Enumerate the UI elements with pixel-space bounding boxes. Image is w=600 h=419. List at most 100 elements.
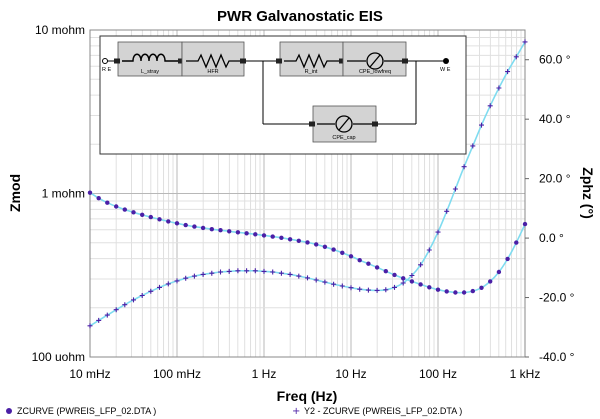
- zmod-data-point: [340, 250, 345, 255]
- zphz-data-point: [313, 277, 319, 283]
- working-electrode-node: [443, 58, 449, 64]
- working-electrode-label: W E: [440, 67, 451, 73]
- zmod-data-point: [279, 235, 284, 240]
- zphz-data-point: [278, 270, 284, 276]
- zmod-data-point: [453, 290, 458, 295]
- zmod-data-point: [314, 242, 319, 247]
- zmod-data-point: [348, 254, 354, 259]
- zphz-data-point: [522, 39, 528, 45]
- zphz-data-point: [331, 281, 337, 287]
- y-left-axis-label: Zmod: [7, 174, 23, 212]
- resistor-r-int: [279, 41, 344, 77]
- zphz-data-point: [487, 103, 493, 109]
- zmod-data-point: [235, 230, 241, 235]
- zphz-data-point: [479, 122, 484, 128]
- zphz-data-point: [235, 268, 241, 274]
- zmod-data-point: [331, 247, 336, 252]
- x-tick-label: 1 kHz: [510, 367, 541, 381]
- zmod-data-point: [505, 256, 510, 262]
- zphz-data-point: [470, 143, 476, 149]
- zphz-data-point: [513, 54, 519, 60]
- legend-entry-y2-zcurve: Y2 - ZCURVE (PWREIS_LFP_02.DTA ): [304, 406, 462, 416]
- legend-marker-circle: [6, 408, 12, 414]
- zmod-data-point: [253, 232, 258, 237]
- zphz-data-point: [409, 273, 415, 278]
- x-tick-label: 100 mHz: [153, 367, 201, 381]
- zphz-data-point: [148, 288, 154, 294]
- zmod-data-point: [514, 240, 519, 245]
- axis-ticks: 10 mHz 100 mHz 1 Hz 10 Hz 100 Hz 1 kHz 100 uoh…: [32, 23, 575, 381]
- x-tick-label: 1 Hz: [252, 367, 277, 381]
- l-stray-label: L_stray: [141, 69, 159, 75]
- zmod-data-point: [357, 258, 362, 263]
- zmod-data-point: [261, 233, 267, 238]
- reference-electrode-node: [102, 58, 108, 64]
- zmod-data-point: [140, 212, 145, 217]
- data-markers: [87, 39, 528, 329]
- reference-electrode-label: R E: [102, 67, 112, 73]
- equivalent-circuit-diagram: R E W E L_stray HFR R_int CPE_lowfreq: [99, 35, 467, 155]
- x-tick-label: 100 Hz: [419, 367, 457, 381]
- y-left-tick-label: 100 uohm: [32, 350, 85, 364]
- inductor-icon: [122, 53, 178, 62]
- x-tick-label: 10 mHz: [69, 367, 110, 381]
- zphz-data-point: [435, 229, 441, 235]
- y-right-tick-label: 20.0 °: [539, 172, 571, 186]
- zmod-data-point: [522, 221, 528, 227]
- zphz-data-point: [174, 278, 180, 284]
- legend-marker-plus: +: [292, 406, 300, 417]
- zphz-data-point: [165, 281, 171, 287]
- cpe-lowfreq-label: CPE_lowfreq: [359, 69, 391, 75]
- zmod-data-point: [427, 285, 432, 290]
- zmod-data-point: [218, 228, 223, 233]
- zphz-data-point: [200, 271, 206, 277]
- zphz-data-point: [348, 285, 354, 291]
- zphz-data-point: [244, 268, 250, 274]
- zmod-data-point: [366, 261, 371, 266]
- cpe-icon: [366, 52, 384, 70]
- zphz-data-point: [339, 283, 345, 289]
- zmod-data-point: [174, 221, 180, 226]
- zmod-data-point: [488, 279, 493, 284]
- zphz-data-point: [444, 208, 450, 214]
- zmod-data-point: [322, 244, 328, 249]
- zphz-data-point: [104, 312, 110, 318]
- zmod-data-point: [470, 288, 475, 294]
- zphz-data-point: [418, 262, 424, 268]
- zphz-data-point: [400, 280, 406, 286]
- r-int-label: R_int: [305, 69, 318, 75]
- zmod-data-point: [122, 207, 128, 212]
- zmod-data-point: [105, 200, 110, 205]
- zphz-data-point: [261, 268, 267, 274]
- zmod-data-point: [96, 196, 101, 201]
- zmod-data-point: [383, 269, 388, 274]
- zphz-data-point: [383, 287, 389, 293]
- zmod-data-point: [287, 237, 293, 242]
- zmod-data-point: [444, 289, 449, 294]
- resistor-icon: [284, 53, 339, 69]
- resistor-icon: [186, 53, 240, 69]
- zmod-data-point: [435, 287, 441, 292]
- zphz-data-point: [131, 297, 136, 303]
- zphz-data-point: [461, 164, 467, 170]
- zmod-data-point: [270, 234, 275, 239]
- zphz-data-point: [183, 275, 189, 281]
- zphz-data-point: [87, 323, 93, 329]
- zphz-data-point: [287, 271, 293, 277]
- zmod-data-point: [296, 238, 301, 243]
- y-right-tick-label: 0.0 °: [539, 231, 564, 245]
- y-right-tick-label: 60.0 °: [539, 53, 571, 67]
- hfr-label: HFR: [207, 69, 218, 75]
- zphz-data-point: [252, 268, 258, 274]
- zmod-data-point: [227, 229, 232, 234]
- zphz-data-point: [139, 293, 145, 298]
- y-right-tick-label: -40.0 °: [539, 350, 575, 364]
- zmod-data-point: [131, 210, 136, 215]
- zmod-data-point: [418, 282, 423, 287]
- zphz-data-point: [505, 69, 511, 75]
- zphz-data-point: [191, 273, 197, 279]
- cpe-cap-label: CPE_cap: [332, 135, 355, 141]
- zmod-data-point: [496, 269, 502, 275]
- y-right-tick-label: -20.0 °: [539, 291, 575, 305]
- zphz-data-point: [113, 307, 119, 313]
